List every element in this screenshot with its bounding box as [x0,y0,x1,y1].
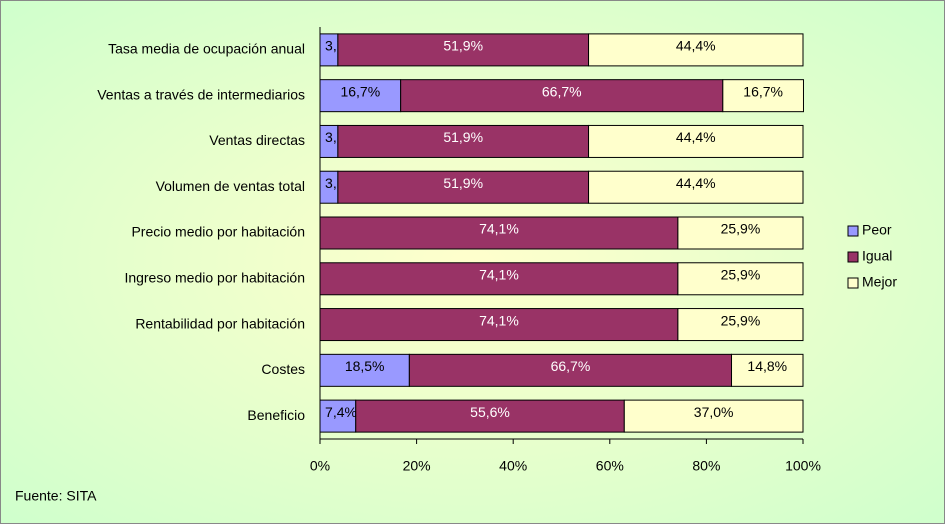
bar-segment [677,216,804,250]
data-label: 25,9% [721,266,761,282]
bar-segment [588,33,804,67]
bar-segment [677,262,804,296]
data-label: 66,7% [542,83,582,99]
bar-segment [677,308,804,342]
data-label: 74,1% [479,221,519,237]
legend-label: Mejor [862,274,897,290]
data-label: 55,6% [470,404,510,420]
x-tick-label: 60% [596,458,624,474]
y-tick-label: Ventas a través de intermediarios [97,86,305,102]
data-label: 16,7% [340,83,380,99]
bar-segment [731,353,804,387]
data-label: 18,5% [345,358,385,374]
data-label: 7,4% [325,404,357,420]
x-tick-label: 40% [499,458,527,474]
data-label: 66,7% [551,358,591,374]
data-label: 14,8% [747,358,787,374]
y-tick-label: Beneficio [247,407,305,423]
legend-label: Igual [862,248,892,264]
y-tick-label: Tasa media de ocupación anual [108,41,305,57]
x-tick-label: 80% [692,458,720,474]
y-tick-label: Rentabilidad por habitación [135,315,305,331]
data-label: 51,9% [443,175,483,191]
data-label: 51,9% [443,38,483,54]
bar-segment [319,353,410,387]
data-label: 44,4% [676,129,716,145]
bar-segment [319,308,679,342]
x-tick-label: 100% [785,458,821,474]
x-tick-label: 0% [310,458,330,474]
legend-swatch [847,277,859,289]
data-label: 44,4% [676,38,716,54]
bar-segment [588,170,804,204]
data-label: 44,4% [676,175,716,191]
data-label: 16,7% [743,83,783,99]
legend-swatch [847,225,859,237]
bar-segment [337,124,590,158]
source: Fuente: SITA [15,488,97,504]
data-label: 25,9% [721,312,761,328]
bar-segment [337,170,590,204]
data-label: 51,9% [443,129,483,145]
y-tick-label: Costes [261,361,305,377]
legend-label: Peor [862,222,892,238]
bar-segment [400,79,724,113]
x-tick-label: 20% [403,458,431,474]
bar-segment [722,79,804,113]
data-label: 37,0% [694,404,734,420]
bar-segment [337,33,590,67]
bar-segment [623,399,804,433]
y-tick-label: Precio medio por habitación [131,224,305,240]
y-tick-label: Ventas directas [209,132,305,148]
y-tick-label: Volumen de ventas total [156,178,305,194]
data-label: 74,1% [479,266,519,282]
data-label: 25,9% [721,221,761,237]
bar-segment [355,399,625,433]
bar-segment [408,353,733,387]
legend-swatch [847,251,859,263]
y-tick-label: Ingreso medio por habitación [124,269,305,285]
bar-segment [588,124,804,158]
data-label: 74,1% [479,312,519,328]
